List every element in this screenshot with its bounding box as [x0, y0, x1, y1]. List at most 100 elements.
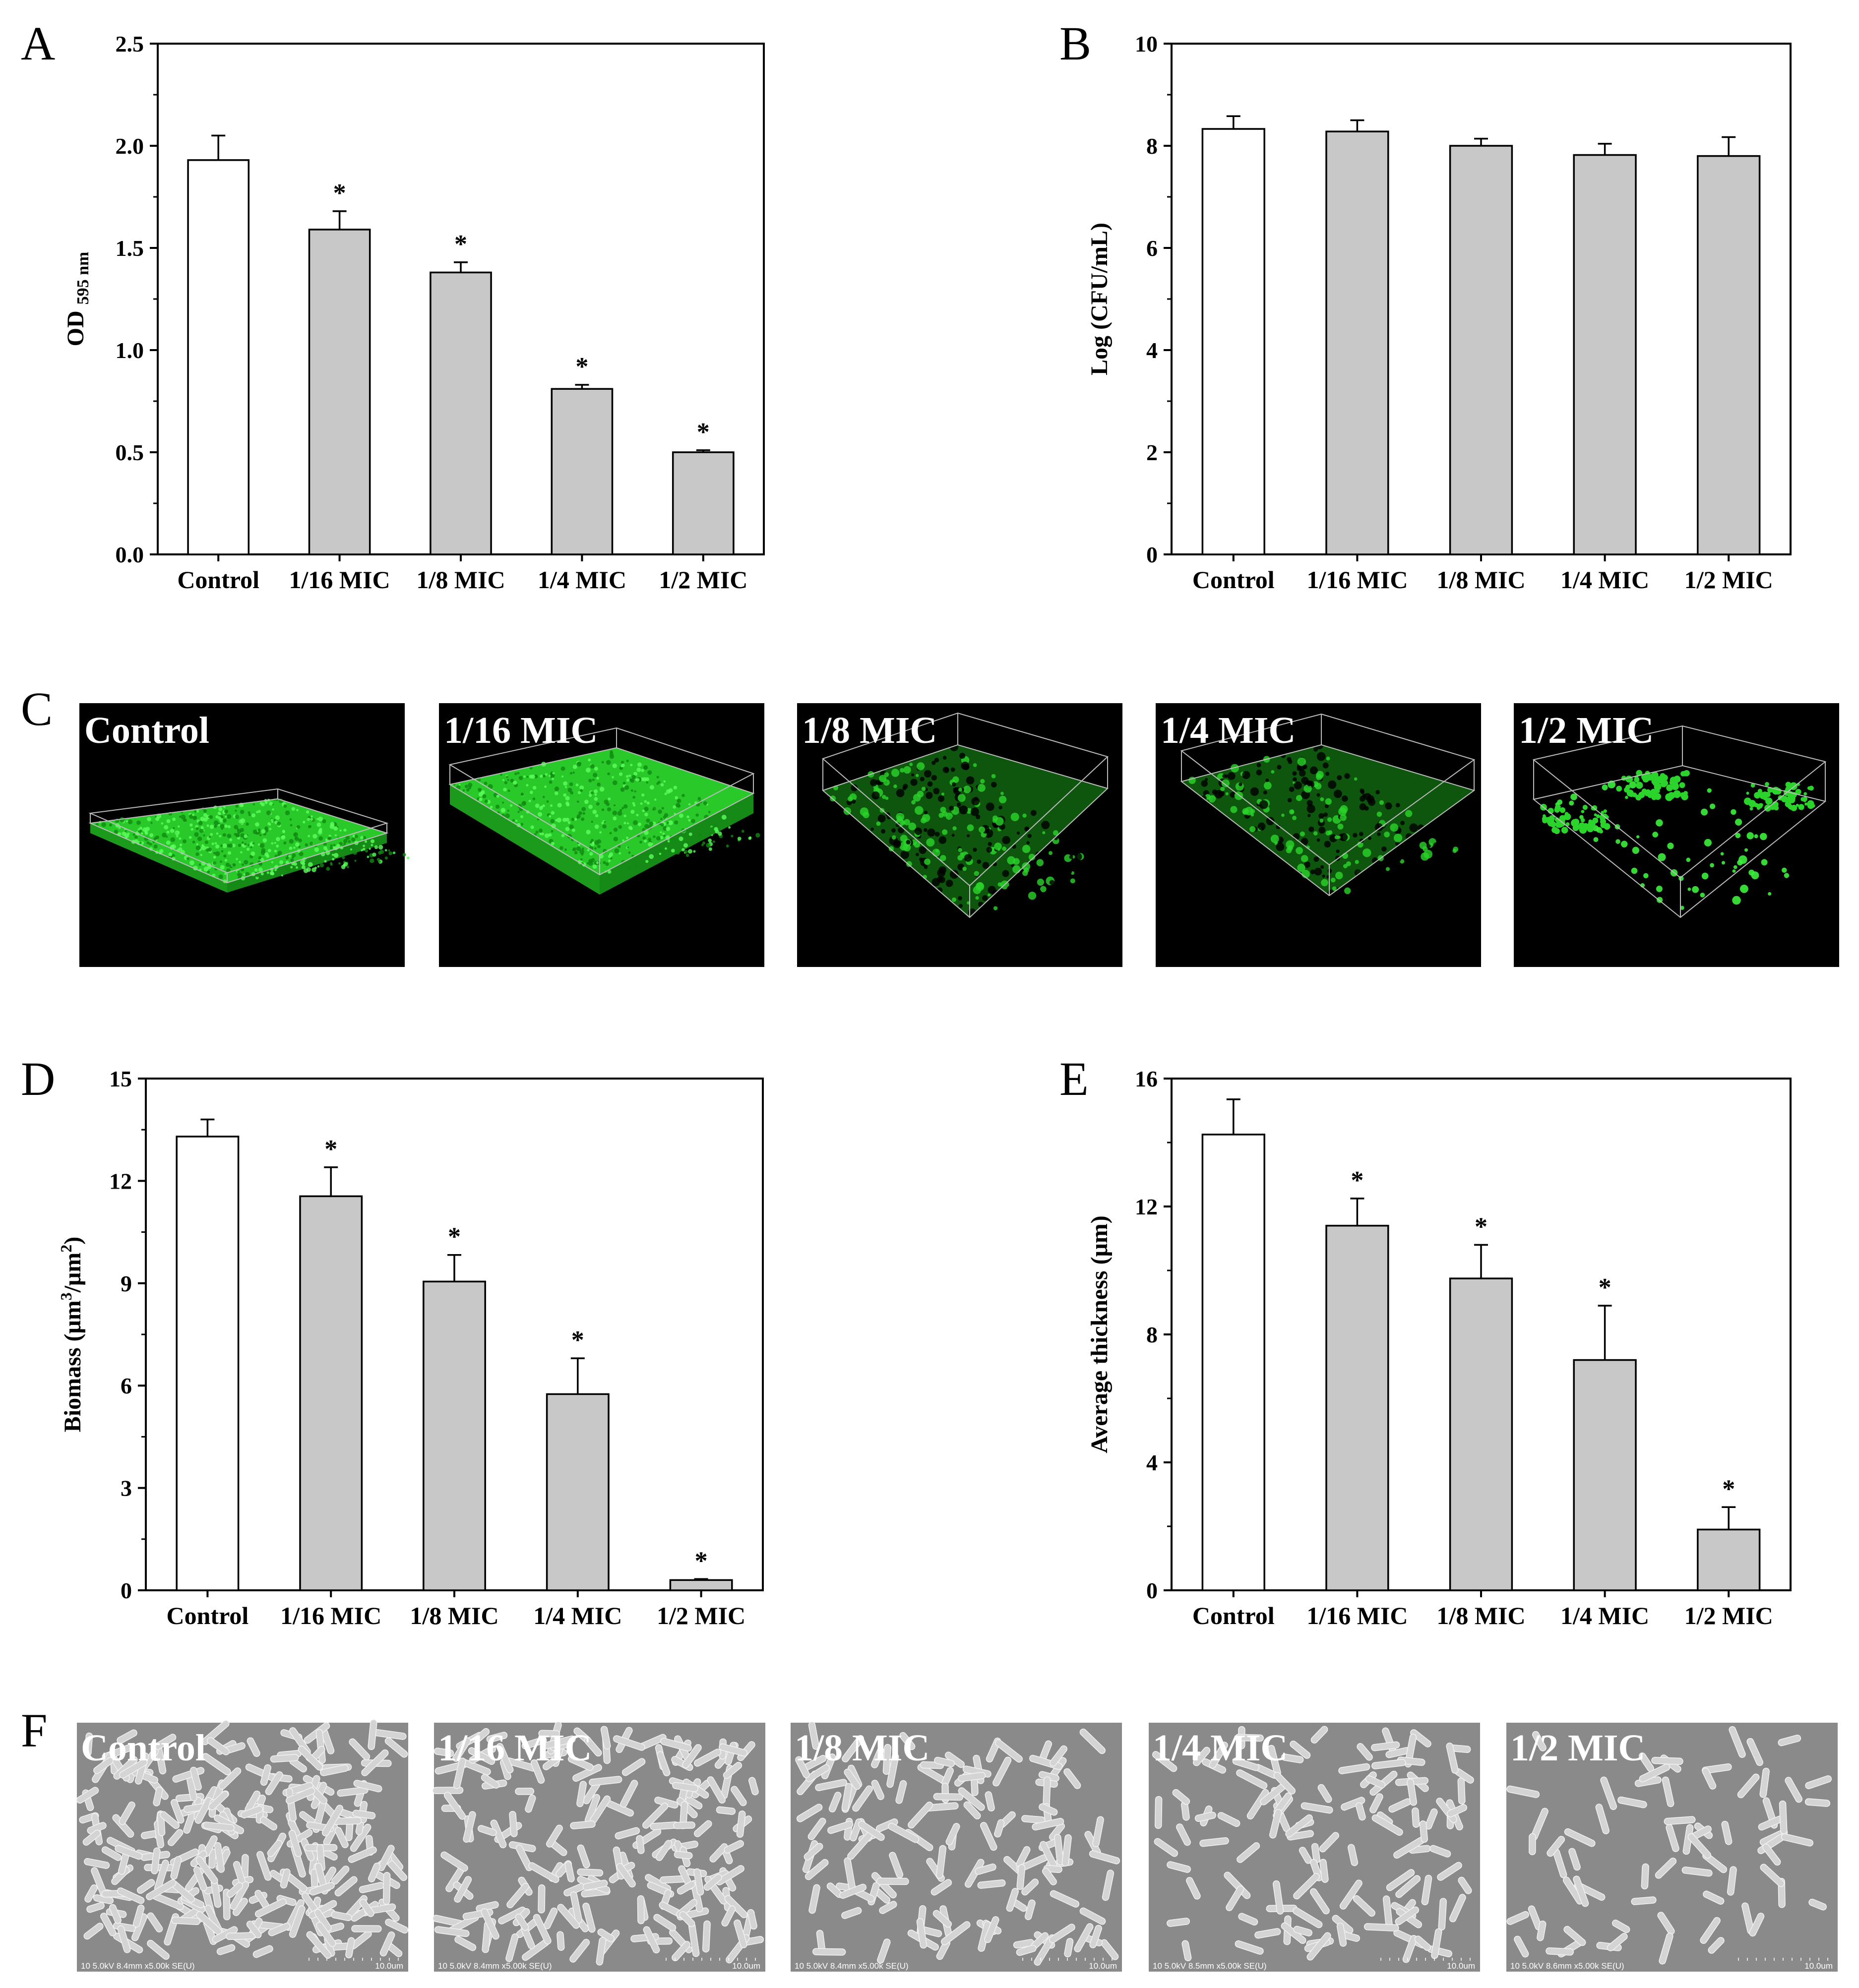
biofilm-texture	[847, 796, 853, 802]
biofilm-texture	[1364, 806, 1369, 811]
biofilm-texture	[1326, 756, 1330, 761]
biofilm-texture	[664, 847, 667, 850]
category-label: 1/2 MIC	[659, 566, 747, 594]
clsm-label: Control	[84, 710, 209, 751]
biofilm-texture	[252, 829, 258, 835]
biofilm-texture	[225, 815, 227, 818]
bar-1	[1325, 130, 1389, 555]
bacterium	[1006, 1888, 1019, 1912]
biofilm-texture	[1265, 779, 1269, 783]
bacterium	[655, 1840, 673, 1861]
biofilm-texture	[1333, 789, 1342, 798]
biofilm-texture	[266, 871, 269, 874]
bacterium	[1563, 1926, 1586, 1946]
biofilm-texture	[641, 769, 644, 772]
bacterium	[1700, 1917, 1721, 1944]
biofilm-texture	[1316, 793, 1320, 797]
bacterium	[808, 1884, 820, 1914]
biofilm-texture	[926, 838, 935, 847]
biofilm-texture	[590, 839, 594, 842]
biofilm-texture	[636, 813, 639, 817]
biofilm-texture	[639, 841, 642, 844]
biofilm-texture	[1225, 792, 1229, 795]
biofilm-texture	[1337, 775, 1342, 781]
sem-info: 10 5.0kV 8.4mm x5.00k SE(U)	[438, 1961, 552, 1971]
biofilm-texture	[292, 856, 294, 859]
biofilm-texture	[235, 804, 239, 808]
biofilm-texture	[257, 828, 261, 832]
biofilm-texture	[596, 777, 599, 780]
biofilm-cluster	[1800, 797, 1805, 802]
biofilm-texture	[709, 832, 713, 836]
biofilm-texture	[1710, 863, 1715, 868]
bacterium	[280, 1868, 291, 1889]
bacterium	[731, 1786, 747, 1807]
bacterium	[1631, 1896, 1657, 1905]
biofilm-texture	[1292, 815, 1297, 820]
biofilm-texture	[306, 810, 310, 814]
bacterium	[440, 1851, 468, 1872]
biofilm-texture	[179, 837, 182, 840]
biofilm-texture	[973, 886, 982, 895]
biofilm-texture	[569, 772, 572, 775]
bacterium	[515, 1844, 533, 1871]
biofilm-texture	[1239, 782, 1242, 786]
biofilm-cluster	[1804, 802, 1808, 806]
biofilm-texture	[1290, 810, 1294, 814]
bacterium	[994, 1739, 1023, 1763]
biofilm-texture	[1322, 762, 1329, 769]
bacterium	[1449, 1894, 1466, 1923]
biofilm-texture	[293, 832, 299, 837]
biofilm-texture	[542, 775, 546, 778]
biofilm-texture	[248, 811, 250, 814]
biofilm-texture	[891, 835, 896, 840]
biofilm-cluster	[1680, 771, 1686, 777]
biofilm-texture	[569, 824, 574, 830]
biofilm-texture	[893, 840, 901, 848]
biofilm-texture	[1022, 813, 1027, 818]
biofilm-texture	[223, 854, 227, 858]
biofilm-texture	[632, 802, 635, 805]
biofilm-texture	[1250, 787, 1259, 796]
bacterium	[1781, 1833, 1814, 1847]
biofilm-texture	[559, 846, 563, 850]
bar-3	[551, 388, 614, 555]
bacterium	[528, 1862, 559, 1883]
biofilm-texture	[1277, 765, 1282, 770]
significance-star: *	[454, 230, 467, 258]
biofilm-cluster	[1651, 771, 1659, 779]
biofilm-texture	[1302, 764, 1307, 769]
bacterium	[525, 1795, 536, 1813]
bacterium	[1237, 1842, 1260, 1863]
biofilm-cluster	[1683, 790, 1688, 795]
bacterium	[1217, 1812, 1240, 1827]
biofilm-texture	[274, 849, 277, 853]
bacterium	[882, 1744, 891, 1775]
bacterium	[160, 1811, 180, 1829]
biofilm-texture	[222, 833, 226, 837]
bacterium	[1100, 1939, 1119, 1960]
bacterium	[1546, 1947, 1574, 1956]
biofilm-texture	[1313, 747, 1318, 752]
bacterium	[368, 1863, 381, 1882]
biofilm-texture	[551, 830, 554, 833]
biofilm-texture	[706, 843, 711, 848]
biofilm-texture	[1077, 875, 1083, 881]
biofilm-texture	[903, 783, 908, 789]
biofilm-texture	[590, 791, 594, 794]
biofilm-texture	[958, 896, 962, 901]
bacterium	[288, 1830, 302, 1857]
biofilm-texture	[1372, 857, 1378, 864]
biofilm-texture	[599, 831, 602, 834]
biofilm-texture	[885, 796, 889, 800]
biofilm-texture	[285, 810, 290, 815]
bar-1	[1325, 1224, 1389, 1591]
bacterium	[1064, 1938, 1074, 1958]
bacterium	[230, 1881, 249, 1910]
bacterium	[1762, 1843, 1781, 1866]
biofilm-texture	[623, 814, 626, 818]
biofilm-texture	[299, 851, 304, 856]
bacterium	[1687, 1833, 1712, 1859]
bacterium	[1779, 1800, 1788, 1834]
biofilm-texture	[1031, 869, 1039, 877]
